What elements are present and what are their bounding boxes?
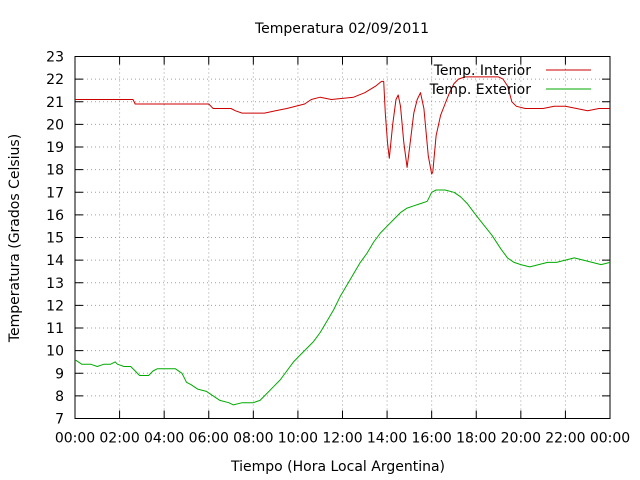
x-tick-label: 08:00	[233, 431, 273, 447]
y-tick-label: 12	[46, 298, 64, 314]
series-line-exterior	[74, 189, 611, 406]
y-axis-title: Temperatura (Grados Celsius)	[7, 134, 23, 343]
y-tick-label: 15	[46, 231, 64, 247]
y-tick-label: 23	[46, 50, 64, 66]
x-tick-label: 00:00	[55, 431, 95, 447]
y-tick-label: 10	[46, 344, 64, 360]
legend-label-interior: Temp. Interior	[433, 63, 532, 79]
series-line-interior	[75, 76, 610, 175]
y-tick-label: 16	[46, 208, 64, 224]
y-tick-label: 7	[55, 412, 64, 428]
x-tick-label: 20:00	[501, 431, 541, 447]
y-tick-label: 14	[46, 253, 64, 269]
y-tick-label: 19	[46, 140, 64, 156]
legend-label-exterior: Temp. Exterior	[429, 82, 532, 98]
y-tick-label: 8	[55, 389, 64, 405]
data-series	[74, 76, 611, 406]
y-tick-label: 18	[46, 163, 64, 179]
x-axis-title: Tiempo (Hora Local Argentina)	[230, 459, 445, 475]
x-tick-label: 02:00	[99, 431, 139, 447]
x-tick-label: 22:00	[545, 431, 585, 447]
x-tick-label: 16:00	[411, 431, 451, 447]
grid	[75, 56, 610, 419]
x-tick-label: 18:00	[456, 431, 496, 447]
x-tick-label: 06:00	[189, 431, 229, 447]
y-tick-label: 17	[46, 185, 64, 201]
y-tick-label: 9	[55, 366, 64, 382]
x-tick-label: 14:00	[367, 431, 407, 447]
x-tick-label: 04:00	[144, 431, 184, 447]
y-tick-label: 13	[46, 276, 64, 292]
y-tick-label: 22	[46, 72, 64, 88]
y-tick-label: 21	[46, 95, 64, 111]
x-tick-label: 12:00	[322, 431, 362, 447]
y-tick-label: 20	[46, 117, 64, 133]
x-tick-label: 00:00	[590, 431, 630, 447]
legend: Temp. Interior Temp. Exterior	[429, 63, 591, 98]
chart-title: Temperatura 02/09/2011	[254, 21, 429, 37]
x-tick-label: 10:00	[278, 431, 318, 447]
y-tick-label: 11	[46, 321, 64, 337]
